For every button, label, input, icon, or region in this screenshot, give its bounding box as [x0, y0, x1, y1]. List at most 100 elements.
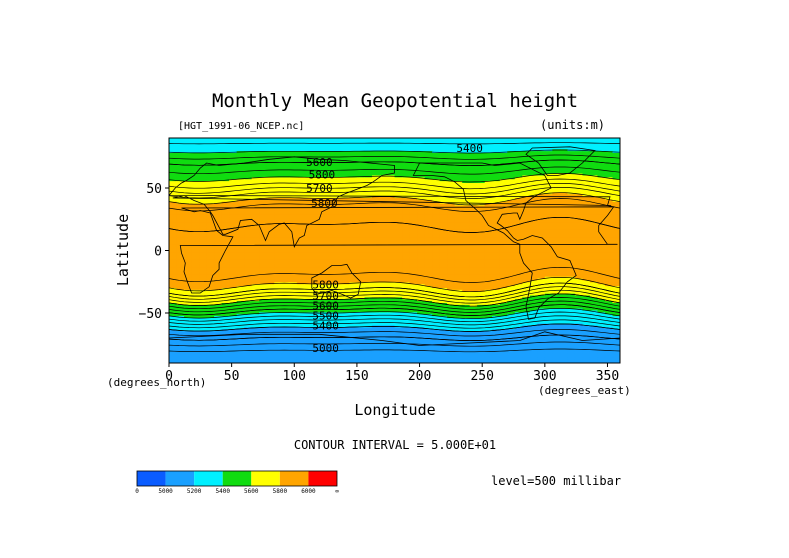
color-band-cell — [176, 164, 185, 167]
color-band-cell — [529, 151, 538, 154]
color-band-cell — [409, 237, 418, 240]
color-band-cell — [251, 216, 260, 220]
color-band-cell — [251, 213, 260, 216]
color-band-cell — [552, 164, 561, 167]
color-band-cell — [409, 246, 418, 250]
color-band-cell — [206, 228, 215, 231]
color-band-cell — [289, 143, 298, 147]
color-band-cell — [236, 179, 245, 182]
color-band-cell — [394, 153, 403, 156]
map-plot-area — [169, 138, 620, 363]
color-band-cell — [349, 198, 358, 201]
color-band-cell — [604, 158, 614, 162]
color-band-cell — [244, 265, 253, 268]
color-band-cell — [326, 231, 335, 235]
color-band-cell — [364, 214, 373, 218]
color-band-cell — [402, 179, 411, 182]
color-band-cell — [537, 229, 546, 233]
color-band-cell — [334, 188, 343, 192]
color-band-cell — [402, 224, 411, 227]
color-band-cell — [356, 250, 366, 253]
color-band-cell — [371, 263, 381, 267]
color-band-cell — [544, 222, 553, 225]
color-band-cell — [589, 231, 599, 235]
color-band-cell — [199, 256, 208, 259]
color-band-cell — [567, 269, 576, 272]
color-band-cell — [469, 229, 478, 233]
color-band-cell — [349, 231, 358, 235]
color-band-cell — [432, 160, 441, 163]
color-band-cell — [274, 199, 283, 203]
color-band-cell — [199, 192, 208, 195]
color-band-cell — [469, 231, 478, 235]
color-band-cell — [522, 229, 531, 233]
color-band-cell — [319, 267, 328, 270]
color-band-cell — [402, 256, 411, 259]
color-band-cell — [304, 248, 313, 252]
color-band-cell — [191, 237, 200, 240]
color-band-cell — [424, 254, 433, 257]
color-band-cell — [199, 196, 208, 199]
color-band-cell — [522, 188, 531, 192]
color-band-cell — [221, 250, 230, 253]
color-band-cell — [259, 220, 268, 223]
color-band-cell — [214, 188, 223, 192]
color-band-cell — [559, 237, 568, 240]
color-band-cell — [199, 267, 208, 270]
color-band-cell — [259, 244, 268, 248]
color-band-cell — [597, 259, 606, 263]
color-band-cell — [484, 278, 493, 282]
color-band-cell — [432, 177, 441, 180]
color-band-cell — [484, 254, 493, 257]
color-band-cell — [334, 289, 343, 293]
color-band-cell — [386, 256, 396, 259]
color-band-cell — [334, 267, 343, 270]
color-band-cell — [589, 261, 599, 265]
color-band-cell — [319, 177, 328, 180]
color-band-cell — [371, 248, 381, 252]
color-band-cell — [454, 282, 463, 285]
color-band-cell — [432, 145, 441, 148]
color-band-cell — [522, 190, 531, 193]
color-band-cell — [439, 145, 448, 148]
color-band-cell — [251, 273, 260, 276]
color-band-cell — [529, 271, 538, 274]
color-band-cell — [326, 190, 335, 193]
color-band-cell — [371, 184, 381, 188]
color-band-cell — [492, 261, 501, 265]
color-band-cell — [334, 254, 343, 257]
color-band-cell — [206, 288, 215, 291]
color-band-cell — [169, 173, 178, 177]
color-band-cell — [439, 183, 448, 186]
color-band-cell — [349, 267, 358, 270]
color-band-cell — [319, 258, 328, 261]
color-band-cell — [364, 186, 373, 190]
color-band-cell — [386, 149, 396, 152]
color-band-cell — [604, 149, 614, 152]
color-band-cell — [582, 184, 591, 188]
color-band-cell — [229, 280, 238, 283]
color-band-cell — [319, 166, 328, 169]
color-band-cell — [251, 288, 260, 291]
color-band-cell — [484, 188, 493, 192]
color-band-cell — [221, 143, 230, 147]
color-band-cell — [394, 224, 403, 227]
color-band-cell — [432, 173, 441, 177]
color-band-cell — [492, 203, 501, 207]
color-band-cell — [266, 284, 275, 287]
color-band-cell — [604, 261, 614, 265]
color-band-cell — [409, 241, 418, 244]
color-band-cell — [484, 269, 493, 272]
color-band-cell — [259, 196, 268, 199]
color-band-cell — [319, 184, 328, 188]
source-file-label: [HGT_1991-06_NCEP.nc] — [178, 121, 304, 132]
color-band-cell — [409, 169, 418, 173]
color-band-cell — [492, 274, 501, 278]
color-band-cell — [176, 153, 185, 156]
color-band-cell — [319, 192, 328, 195]
color-band-cell — [259, 160, 268, 163]
color-band-cell — [356, 211, 366, 214]
color-band-cell — [296, 168, 305, 171]
color-band-cell — [604, 201, 614, 205]
color-band-cell — [356, 179, 366, 182]
